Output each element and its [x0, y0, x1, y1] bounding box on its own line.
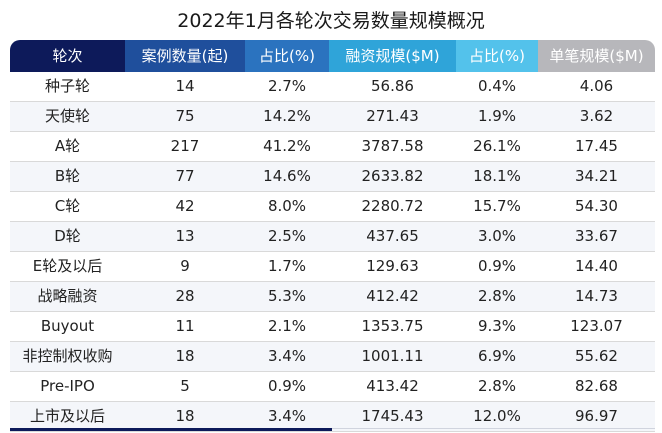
table-cell: 3.62 [579, 107, 614, 125]
table-cell: 5.3% [267, 287, 307, 305]
table-cell: 54.30 [575, 197, 618, 215]
bottom-accent-bar [10, 428, 332, 431]
table-cell: 13 [175, 227, 195, 245]
round-name-cell: B轮 [54, 167, 81, 185]
table-cell: 82.68 [575, 377, 618, 395]
table-row: E轮及以后 9 1.7% 129.63 0.9% 14.40 [10, 252, 655, 282]
table-cell: 2.5% [267, 227, 307, 245]
table-cell: 14.73 [575, 287, 618, 305]
table-cell: 9.3% [477, 317, 517, 335]
table-row: Buyout 11 2.1% 1353.75 9.3% 123.07 [10, 312, 655, 342]
table-cell: 15.7% [473, 197, 521, 215]
table-cell: 55.62 [575, 347, 618, 365]
column-header-6: 单笔规模($M) [538, 40, 655, 72]
table-row: A轮 217 41.2% 3787.58 26.1% 17.45 [10, 132, 655, 162]
table-row: B轮 77 14.6% 2633.82 18.1% 34.21 [10, 162, 655, 192]
table-cell: 2280.72 [361, 197, 424, 215]
table-row: D轮 13 2.5% 437.65 3.0% 33.67 [10, 222, 655, 252]
round-name-cell: 天使轮 [44, 107, 90, 125]
round-name-cell: 战略融资 [37, 287, 98, 305]
table-cell: 0.9% [267, 377, 307, 395]
table-row: C轮 42 8.0% 2280.72 15.7% 54.30 [10, 192, 655, 222]
table-cell: 14 [175, 77, 195, 95]
column-header-5: 占比(%) [456, 40, 538, 72]
table-cell: 0.9% [477, 257, 517, 275]
table-row: 天使轮 75 14.2% 271.43 1.9% 3.62 [10, 102, 655, 132]
table-cell: 18 [175, 347, 195, 365]
table-cell: 4.06 [579, 77, 614, 95]
round-name-cell: Buyout [40, 317, 95, 335]
table-cell: 1001.11 [361, 347, 424, 365]
table-cell: 34.21 [575, 167, 618, 185]
table-cell: 1.9% [477, 107, 517, 125]
table-row: 非控制权收购 18 3.4% 1001.11 6.9% 55.62 [10, 342, 655, 372]
bottom-divider [332, 428, 655, 429]
table-cell: 1.7% [267, 257, 307, 275]
column-header-4: 融资规模($M) [329, 40, 456, 72]
table-cell: 8.0% [267, 197, 307, 215]
table-cell: 12.0% [473, 407, 521, 425]
table-cell: 437.65 [366, 227, 419, 245]
round-name-cell: 种子轮 [44, 77, 90, 95]
round-name-cell: C轮 [54, 197, 81, 215]
table-cell: 26.1% [473, 137, 521, 155]
table-cell: 14.6% [263, 167, 311, 185]
table-cell: 17.45 [575, 137, 618, 155]
table-cell: 1353.75 [361, 317, 424, 335]
table-cell: 11 [175, 317, 195, 335]
table-row: 种子轮 14 2.7% 56.86 0.4% 4.06 [10, 72, 655, 102]
table-cell: 18.1% [473, 167, 521, 185]
table-cell: 412.42 [366, 287, 419, 305]
table-cell: 3.4% [267, 407, 307, 425]
table-row: 战略融资 28 5.3% 412.42 2.8% 14.73 [10, 282, 655, 312]
table-cell: 96.97 [575, 407, 618, 425]
table-cell: 18 [175, 407, 195, 425]
table-cell: 6.9% [477, 347, 517, 365]
table-cell: 56.86 [371, 77, 414, 95]
table-cell: 5 [180, 377, 190, 395]
table-cell: 2.1% [267, 317, 307, 335]
table-row: 上市及以后 18 3.4% 1745.43 12.0% 96.97 [10, 402, 655, 432]
round-name-cell: E轮及以后 [32, 257, 103, 275]
table-cell: 1745.43 [361, 407, 424, 425]
table-cell: 77 [175, 167, 195, 185]
table-cell: 123.07 [570, 317, 623, 335]
table-cell: 14.40 [575, 257, 618, 275]
table-cell: 33.67 [575, 227, 618, 245]
table-cell: 3.0% [477, 227, 517, 245]
table-body: 种子轮 14 2.7% 56.86 0.4% 4.06 天使轮 75 14.2% 271.43 1.… [10, 72, 655, 432]
table-cell: 413.42 [366, 377, 419, 395]
table-cell: 42 [175, 197, 195, 215]
table-cell: 2.7% [267, 77, 307, 95]
table-cell: 271.43 [366, 107, 419, 125]
round-name-cell: A轮 [54, 137, 81, 155]
table-cell: 41.2% [263, 137, 311, 155]
column-header-2: 案例数量(起) [125, 40, 245, 72]
table-cell: 3.4% [267, 347, 307, 365]
table-cell: 2.8% [477, 377, 517, 395]
column-header-3: 占比(%) [245, 40, 329, 72]
round-name-cell: D轮 [54, 227, 81, 245]
table-cell: 2633.82 [361, 167, 424, 185]
round-name-cell: Pre-IPO [40, 377, 95, 395]
table-header-row: 轮次 案例数量(起) 占比(%) 融资规模($M) 占比(%) 单笔规模($M) [10, 40, 655, 72]
table-cell: 2.8% [477, 287, 517, 305]
round-name-cell: 非控制权收购 [22, 347, 113, 365]
funding-rounds-table: 轮次 案例数量(起) 占比(%) 融资规模($M) 占比(%) 单笔规模($M) 种子轮 1… [10, 40, 655, 432]
table-cell: 3787.58 [361, 137, 424, 155]
table-title: 2022年1月各轮次交易数量规模概况 [177, 10, 485, 32]
table-cell: 28 [175, 287, 195, 305]
table-cell: 129.63 [366, 257, 419, 275]
table-row: Pre-IPO 5 0.9% 413.42 2.8% 82.68 [10, 372, 655, 402]
table-cell: 0.4% [477, 77, 517, 95]
table-cell: 9 [180, 257, 190, 275]
table-cell: 217 [170, 137, 200, 155]
column-header-1: 轮次 [10, 40, 125, 72]
table-cell: 14.2% [263, 107, 311, 125]
table-cell: 75 [175, 107, 195, 125]
round-name-cell: 上市及以后 [29, 407, 105, 425]
